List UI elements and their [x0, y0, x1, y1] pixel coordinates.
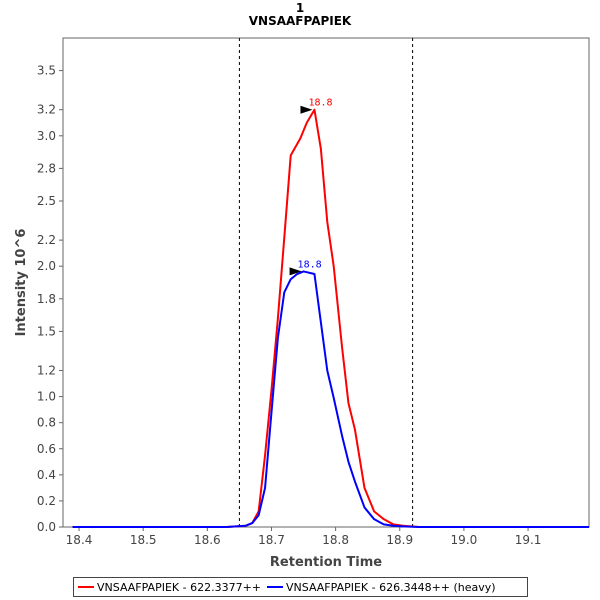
legend-swatch-series-2: [267, 586, 284, 588]
y-tick-label: 3.2: [37, 103, 56, 117]
peak-label-2: 18.8: [298, 259, 322, 270]
legend-label-series-2: VNSAAFPAPIEK - 626.3448++ (heavy): [286, 580, 496, 594]
chart-title: 1: [295, 1, 305, 15]
y-tick-label: 3.5: [37, 64, 56, 78]
x-tick-label: 19.1: [515, 533, 542, 547]
y-tick-label: 0.6: [37, 442, 56, 456]
legend-item-series-2: VNSAAFPAPIEK - 626.3448++ (heavy): [267, 581, 496, 594]
x-tick-label: 18.4: [66, 533, 93, 547]
chart-subtitle: VNSAAFPAPIEK: [248, 14, 352, 28]
x-tick-label: 18.5: [130, 533, 157, 547]
plot-frame: [62, 37, 590, 528]
y-tick-label: 2.5: [37, 194, 56, 208]
y-tick-label: 3.0: [37, 129, 56, 143]
y-tick-label: 2.0: [37, 259, 56, 273]
x-tick-label: 18.7: [258, 533, 285, 547]
y-tick-label: 2.2: [37, 233, 56, 247]
legend-label-series-1: VNSAAFPAPIEK - 622.3377++: [97, 580, 262, 594]
y-tick-label: 2.8: [37, 161, 56, 175]
series-line-2: [72, 270, 589, 528]
y-tick-label: 1.8: [37, 292, 56, 306]
legend-item-series-1: VNSAAFPAPIEK - 622.3377++: [78, 581, 261, 594]
x-tick-label: 18.6: [194, 533, 221, 547]
x-tick-label: 18.9: [386, 533, 413, 547]
y-tick-label: 0.4: [37, 468, 56, 482]
y-tick-label: 0.2: [37, 494, 56, 508]
x-tick-label: 18.8: [322, 533, 349, 547]
y-tick-label: 0.0: [37, 520, 56, 534]
y-tick-label: 1.0: [37, 390, 56, 404]
x-axis-label: Retention Time: [270, 555, 382, 570]
y-tick-label: 1.5: [37, 324, 56, 338]
legend-swatch-series-1: [78, 586, 94, 588]
y-tick-label: 1.2: [37, 364, 56, 378]
legend: VNSAAFPAPIEK - 622.3377++ VNSAAFPAPIEK -…: [73, 577, 528, 597]
peak-label-1: 18.8: [308, 98, 332, 109]
peak-marker-1: [300, 105, 313, 114]
peak-marker-2: [289, 267, 302, 276]
y-tick-label: 0.8: [37, 416, 56, 430]
y-axis-label: Intensity 10^6: [14, 229, 29, 337]
x-tick-label: 19.0: [451, 533, 478, 547]
